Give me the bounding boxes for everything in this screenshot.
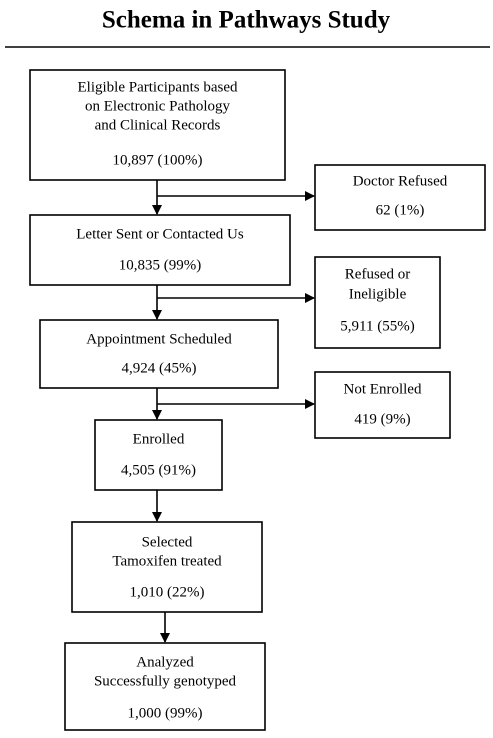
node-count: 10,835 (99%): [119, 257, 202, 273]
node-label: Refused or: [345, 266, 410, 282]
node-label: Not Enrolled: [344, 381, 422, 397]
node-box: [39, 319, 279, 389]
node-box: [29, 214, 291, 286]
node-count: 5,911 (55%): [340, 318, 414, 334]
node-label: Successfully genotyped: [94, 673, 237, 689]
node-label: Tamoxifen treated: [112, 553, 222, 569]
node-count: 10,897 (100%): [113, 152, 203, 168]
node-count: 1,000 (99%): [128, 705, 203, 721]
node-label: Selected: [142, 534, 193, 550]
node-box: [94, 419, 223, 491]
node-box: [314, 164, 486, 231]
node-box: [29, 69, 286, 181]
node-label: Ineligible: [349, 286, 407, 302]
node-label: on Electronic Pathology: [85, 98, 230, 114]
node-label: Enrolled: [133, 431, 185, 447]
node-box: [64, 642, 266, 731]
node-box: [71, 521, 263, 613]
title: Schema in Pathways Study: [102, 7, 391, 34]
node-label: and Clinical Records: [95, 117, 221, 133]
node-label: Doctor Refused: [353, 173, 448, 189]
node-label: Eligible Participants based: [78, 79, 238, 95]
node-label: Letter Sent or Contacted Us: [76, 226, 244, 242]
node-label: Appointment Scheduled: [86, 331, 232, 347]
node-count: 4,505 (91%): [121, 462, 196, 478]
node-count: 4,924 (45%): [122, 360, 197, 376]
node-box: [314, 256, 441, 349]
arrows: [152, 180, 315, 643]
node-count: 1,010 (22%): [130, 584, 205, 600]
node-count: 419 (9%): [354, 411, 410, 427]
node-label: Analyzed: [136, 654, 194, 670]
node-box: [314, 371, 451, 439]
node-count: 62 (1%): [376, 202, 425, 218]
